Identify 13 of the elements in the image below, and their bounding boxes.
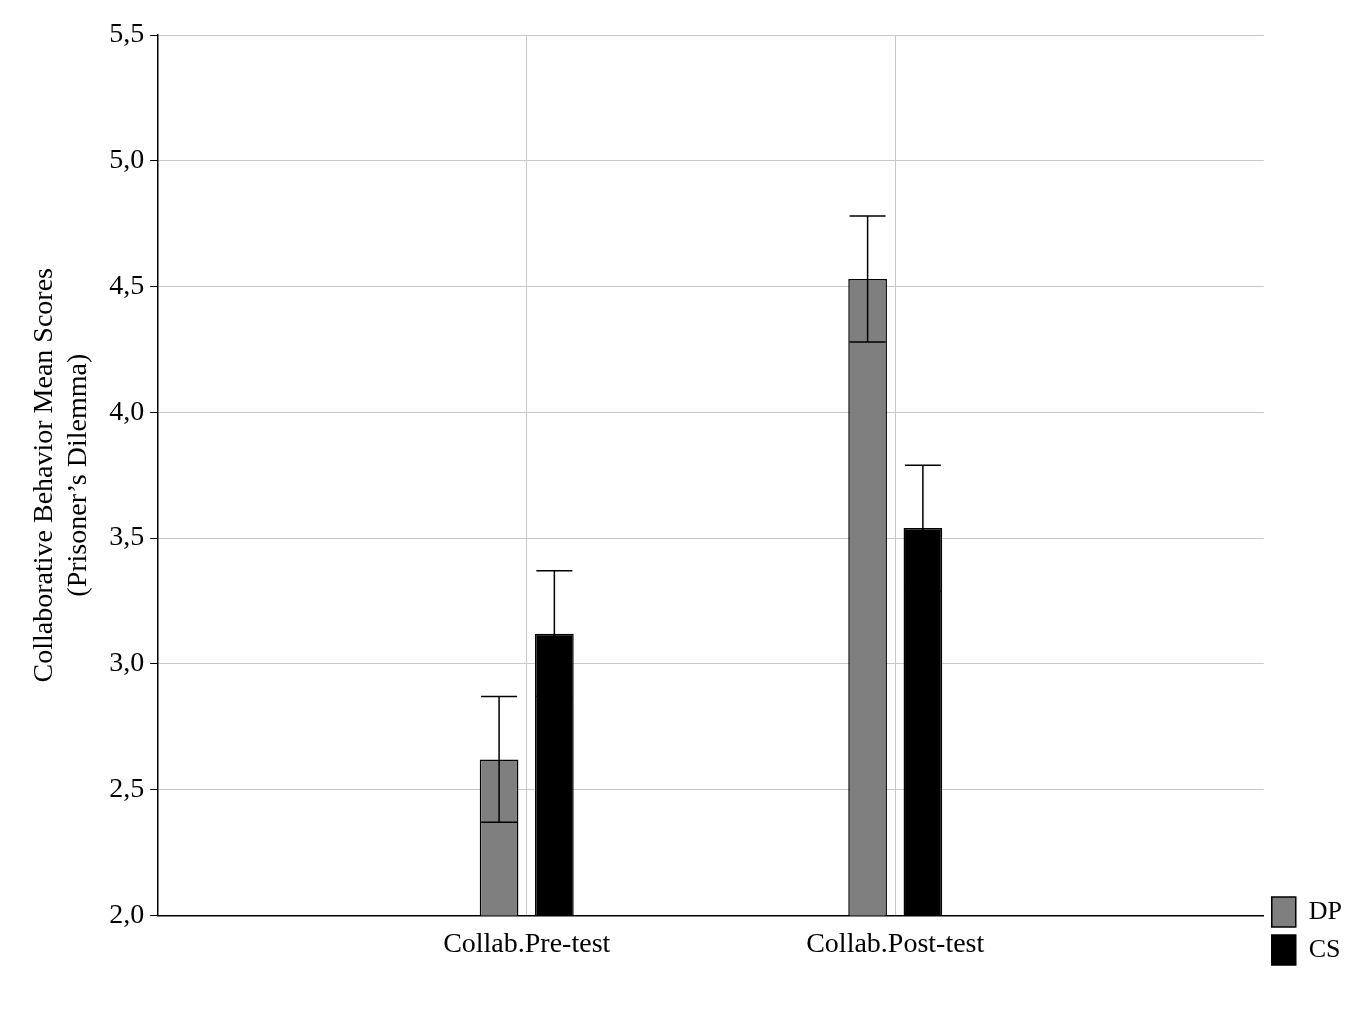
x-tick-label: Collab.Post-test (806, 926, 985, 958)
y-axis-title: Collaborative Behavior Mean Scores (Prisoner’s Dilemma) (27, 267, 92, 683)
y-tick-label: 3,0 (109, 646, 145, 678)
y-tick-label: 2,0 (109, 897, 145, 929)
y-tick-label: 5,0 (109, 143, 145, 175)
y-tick-label: 5,5 (109, 17, 145, 49)
y-tick-label: 3,5 (109, 520, 145, 552)
y-tick-label: 2,5 (109, 771, 145, 803)
legend-label: DP (1308, 895, 1343, 925)
y-tick-label: 4,5 (109, 268, 145, 300)
legend-label: CS (1308, 933, 1341, 963)
x-tick-label: Collab.Pre-test (443, 926, 611, 958)
y-tick-label: 4,0 (109, 394, 145, 426)
